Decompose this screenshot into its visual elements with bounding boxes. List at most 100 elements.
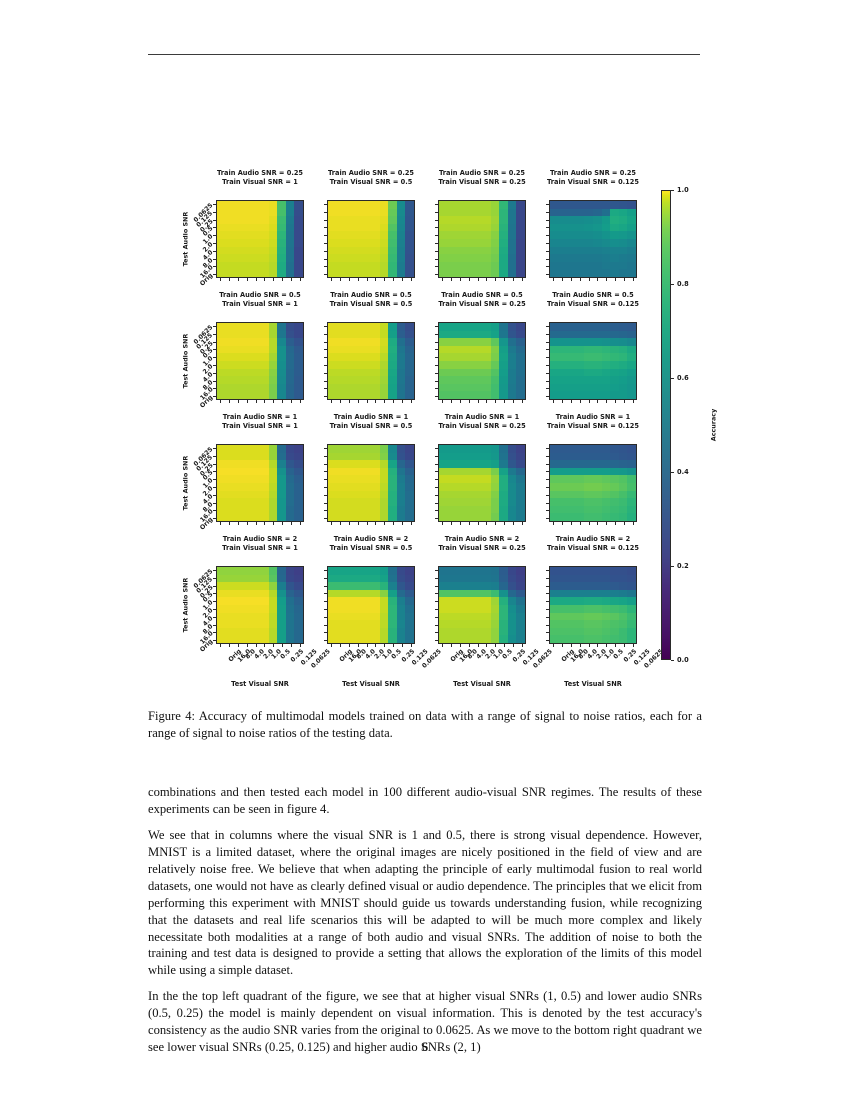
heatmap-cell [567, 513, 576, 521]
heatmap-cell [516, 635, 525, 643]
heatmap-cell [328, 513, 337, 521]
heatmap-cell [490, 223, 500, 232]
heatmap-cell [593, 360, 602, 369]
heatmap-cell [371, 460, 380, 468]
heatmap-cell [482, 360, 491, 369]
heatmap-cell [610, 460, 619, 468]
heatmap-cell [277, 604, 286, 613]
heatmap-cell [456, 360, 465, 369]
heatmap-cell [328, 505, 337, 514]
heatmap-cell [328, 201, 337, 209]
y-tick-marks [213, 322, 216, 400]
heatmap-cell [473, 201, 482, 209]
heatmap-cell [353, 345, 363, 354]
heatmap-cell [567, 223, 576, 232]
heatmap-cell [610, 475, 619, 483]
heatmap-cell [251, 201, 260, 209]
heatmap-cell [345, 323, 354, 331]
heatmap-cell [618, 368, 628, 377]
heatmap-cell [405, 261, 414, 270]
heatmap-cell [234, 589, 243, 598]
heatmap-cell [225, 261, 235, 270]
heatmap-cell [345, 216, 354, 224]
heatmap-cell [251, 376, 260, 384]
heatmap-cell [379, 498, 389, 506]
heatmap-cell [516, 208, 525, 217]
heatmap-cell [328, 567, 337, 575]
heatmap-cell [593, 238, 602, 247]
heatmap-cell [584, 254, 593, 262]
heatmap-panel-r3-c3: Train Audio SNR = 2 Train Visual SNR = 0.… [546, 535, 664, 688]
heatmap-cell [328, 269, 337, 277]
heatmap-cell [499, 223, 508, 232]
heatmap-cell [584, 345, 593, 354]
heatmap-cell [610, 574, 619, 583]
heatmap-cell [353, 360, 363, 369]
heatmap-cell [610, 490, 619, 499]
heatmap-cell [473, 475, 482, 483]
heatmap-cell [294, 353, 303, 361]
heatmap-cell [336, 498, 346, 506]
heatmap-cell [601, 216, 611, 224]
heatmap-cell [268, 360, 278, 369]
heatmap-cell [345, 254, 354, 262]
heatmap-cell [464, 368, 474, 377]
heatmap-cell [268, 482, 278, 491]
heatmap-cell [328, 582, 337, 590]
heatmap-cell [328, 467, 337, 476]
y-tick-marks [546, 566, 549, 644]
heatmap-cell [464, 201, 474, 209]
heatmap-cell [277, 467, 286, 476]
heatmap-cell [336, 627, 346, 636]
heatmap-cell [593, 216, 602, 224]
heatmap-cell [550, 597, 559, 605]
heatmap-cell [396, 201, 406, 209]
heatmap-cell [558, 467, 568, 476]
heatmap-cell [353, 201, 363, 209]
heatmap-cell [371, 627, 380, 636]
heatmap-cell [242, 246, 252, 255]
heatmap-cell [371, 467, 380, 476]
heatmap-cell [345, 345, 354, 354]
heatmap-cell [558, 460, 568, 468]
heatmap-cell [405, 498, 414, 506]
heatmap-cell [575, 376, 585, 384]
heatmap-cell [345, 360, 354, 369]
heatmap-cell [379, 345, 389, 354]
heatmap-cell [473, 391, 482, 399]
heatmap-cell [447, 482, 457, 491]
heatmap-cell [362, 216, 371, 224]
x-tick-marks [216, 400, 304, 403]
heatmap-cell [482, 345, 491, 354]
heatmap-cell [251, 589, 260, 598]
heatmap-cell [490, 238, 500, 247]
heatmap-cell [328, 338, 337, 346]
heatmap-cell [558, 445, 568, 453]
heatmap-cell [251, 338, 260, 346]
heatmap-cell [490, 368, 500, 377]
heatmap-cell [251, 490, 260, 499]
heatmap-cell [251, 345, 260, 354]
heatmap-cell [490, 505, 500, 514]
heatmap-cell [550, 231, 559, 239]
heatmap-cell [567, 635, 576, 643]
heatmap-cell [490, 360, 500, 369]
heatmap-cell [627, 323, 636, 331]
heatmap-cell [396, 452, 406, 461]
heatmap-cell [294, 460, 303, 468]
heatmap-cell [353, 208, 363, 217]
heatmap-cell [610, 567, 619, 575]
heatmap-cell [610, 376, 619, 384]
heatmap-cell [268, 223, 278, 232]
heatmap-cell [353, 376, 363, 384]
heatmap-cell [516, 604, 525, 613]
heatmap-cell [277, 620, 286, 628]
heatmap-cell [371, 246, 380, 255]
heatmap-cell [473, 582, 482, 590]
heatmap-cell [507, 597, 517, 605]
heatmap-cell [336, 254, 346, 262]
heatmap-cell [558, 391, 568, 399]
heatmap-cell [277, 490, 286, 499]
heatmap-cell [490, 254, 500, 262]
heatmap-cell [379, 604, 389, 613]
